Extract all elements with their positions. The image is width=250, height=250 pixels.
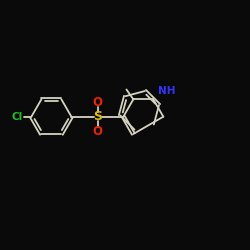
Text: NH: NH [158, 86, 176, 96]
Text: S: S [93, 110, 102, 123]
Text: O: O [93, 96, 103, 109]
Text: O: O [93, 124, 103, 138]
Text: Cl: Cl [12, 112, 23, 122]
